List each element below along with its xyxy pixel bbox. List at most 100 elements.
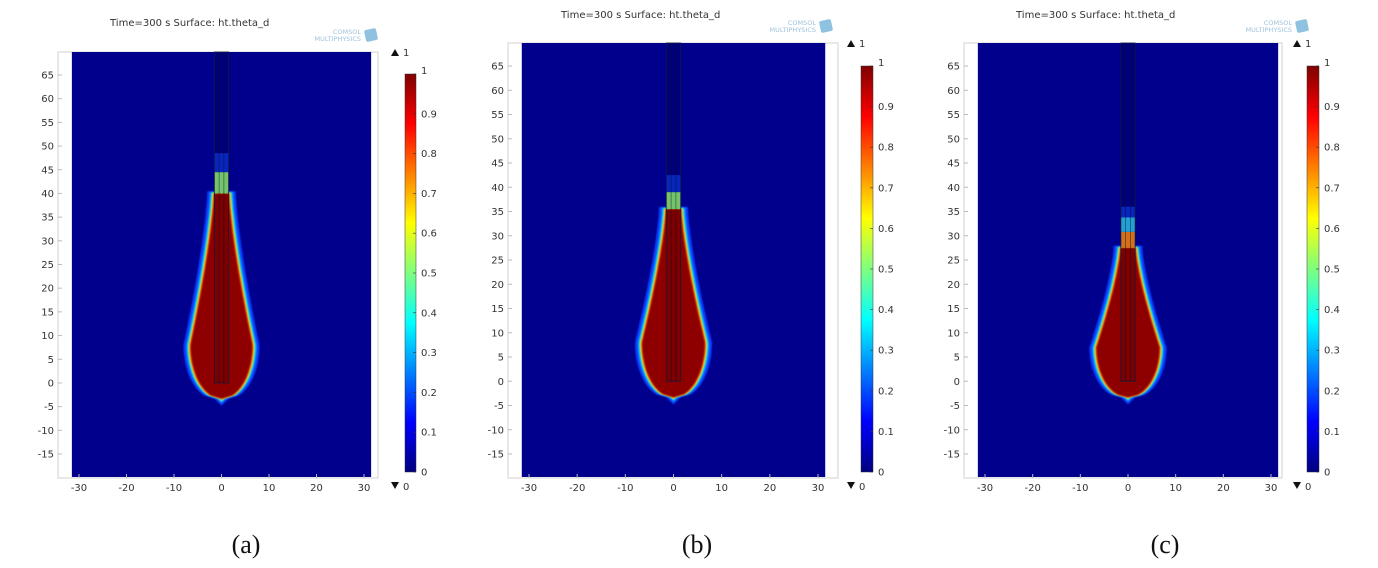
needle-band — [1120, 206, 1136, 218]
colorbar-tick-label: 0.6 — [1324, 224, 1340, 235]
comsol-logo-text: MULTIPHYSICS — [1246, 26, 1292, 34]
x-tick-label: 0 — [1125, 483, 1131, 494]
y-tick-label: 50 — [947, 134, 960, 145]
colorbar-tick-label: 0.2 — [878, 386, 894, 397]
y-tick-label: 10 — [491, 328, 504, 339]
y-tick-label: 30 — [947, 231, 960, 242]
max-value-label: 1 — [1305, 39, 1311, 50]
colorbar-tick-label: 0.2 — [421, 388, 437, 399]
comsol-logo-text: MULTIPHYSICS — [770, 26, 816, 34]
needle-band — [214, 153, 229, 173]
colorbar-tick-label: 0 — [878, 468, 884, 479]
needle — [665, 42, 682, 382]
y-tick-label: 20 — [491, 280, 504, 291]
x-tick-label: 30 — [358, 483, 371, 494]
colorbar-tick-label: 0.7 — [878, 183, 894, 194]
y-tick-label: 0 — [954, 377, 960, 388]
x-tick-label: -20 — [569, 483, 585, 494]
colorbar-tick-label: 0.9 — [878, 102, 894, 113]
y-tick-label: 35 — [491, 207, 504, 218]
needle-band — [1120, 217, 1136, 232]
plot-title: Time=300 s Surface: ht.theta_d — [109, 18, 269, 29]
x-tick-label: 30 — [812, 483, 825, 494]
colorbar-tick-label: 0.4 — [421, 308, 437, 319]
colorbar-tick-label: 0 — [1324, 468, 1330, 479]
x-tick-label: 10 — [1169, 483, 1182, 494]
needle-band — [1120, 231, 1136, 248]
needle-band — [666, 192, 681, 210]
y-tick-label: 5 — [48, 355, 54, 366]
y-tick-label: 15 — [41, 307, 54, 318]
plume-contour — [642, 209, 705, 398]
y-tick-label: 35 — [947, 207, 960, 218]
x-tick-label: -30 — [977, 483, 993, 494]
colorbar-tick-label: 0.5 — [878, 265, 894, 276]
y-tick-label: 65 — [947, 62, 960, 73]
y-tick-label: 50 — [491, 134, 504, 145]
colorbar-tick-label: 1 — [878, 58, 884, 69]
colorbar-tick-label: 0.2 — [1324, 386, 1340, 397]
y-tick-label: -15 — [38, 450, 54, 461]
y-tick-label: 55 — [491, 110, 504, 121]
needle — [1120, 42, 1136, 382]
colorbar-tick-label: 0.3 — [878, 346, 894, 357]
panel-c: Time=300 s Surface: ht.theta_d COMSOLMULT… — [944, 10, 1340, 559]
colorbar-tick-label: 0.1 — [421, 428, 437, 439]
y-tick-label: 30 — [41, 236, 54, 247]
y-tick-label: 25 — [41, 260, 54, 271]
y-tick-label: 55 — [41, 118, 54, 129]
y-tick-label: 40 — [947, 183, 960, 194]
colorbar-tick-label: 0.7 — [421, 189, 437, 200]
y-tick-label: -10 — [944, 425, 960, 436]
panel-caption: (c) — [1151, 530, 1180, 559]
panel-a: Time=300 s Surface: ht.theta_d COMSOLMULT… — [38, 18, 437, 559]
panel-caption: (a) — [232, 530, 261, 559]
colorbar-tick-label: 0.3 — [1324, 346, 1340, 357]
x-tick-label: -20 — [118, 483, 134, 494]
x-tick-label: -20 — [1024, 483, 1040, 494]
y-tick-label: 15 — [491, 304, 504, 315]
y-tick-label: 10 — [41, 331, 54, 342]
y-tick-label: 60 — [41, 94, 54, 105]
max-value-label: 1 — [859, 39, 865, 50]
panel-b: Time=300 s Surface: ht.theta_d COMSOLMULT… — [488, 10, 894, 559]
plume-contour — [190, 193, 253, 399]
x-tick-label: 0 — [670, 483, 676, 494]
colorbar-tick-label: 0.1 — [1324, 427, 1340, 438]
y-tick-label: 5 — [498, 353, 504, 364]
y-tick-label: 65 — [491, 62, 504, 73]
y-tick-label: 40 — [491, 183, 504, 194]
colorbar-tick-label: 0.1 — [878, 427, 894, 438]
colorbar-tick-label: 0.5 — [421, 269, 437, 280]
colorbar-tick-label: 0.7 — [1324, 183, 1340, 194]
y-tick-label: -10 — [38, 426, 54, 437]
max-triangle-icon — [1293, 40, 1301, 47]
min-triangle-icon — [1293, 482, 1301, 489]
colorbar-tick-label: 0.8 — [878, 143, 894, 154]
min-value-label: 0 — [403, 482, 409, 493]
y-tick-label: 45 — [41, 165, 54, 176]
y-tick-label: 50 — [41, 142, 54, 153]
y-tick-label: 10 — [947, 328, 960, 339]
y-tick-label: 55 — [947, 110, 960, 121]
comsol-logo-text: COMSOL — [333, 28, 362, 36]
y-tick-label: 30 — [491, 231, 504, 242]
max-triangle-icon — [847, 40, 855, 47]
needle-band — [214, 172, 229, 194]
comsol-logo-icon — [1295, 19, 1309, 33]
y-tick-label: 0 — [48, 378, 54, 389]
y-tick-label: 35 — [41, 213, 54, 224]
y-tick-label: -5 — [950, 401, 960, 412]
comsol-logo-text: COMSOL — [788, 19, 817, 27]
colorbar-tick-label: 0.8 — [1324, 143, 1340, 154]
min-value-label: 0 — [859, 482, 865, 493]
min-triangle-icon — [847, 482, 855, 489]
x-tick-label: 20 — [763, 483, 776, 494]
comsol-logo-text: COMSOL — [1264, 19, 1293, 27]
x-tick-label: -30 — [71, 483, 87, 494]
y-tick-label: 45 — [947, 159, 960, 170]
colorbar-tick-label: 0.6 — [421, 229, 437, 240]
y-tick-label: 20 — [41, 284, 54, 295]
y-tick-label: 20 — [947, 280, 960, 291]
y-tick-label: 60 — [491, 86, 504, 97]
